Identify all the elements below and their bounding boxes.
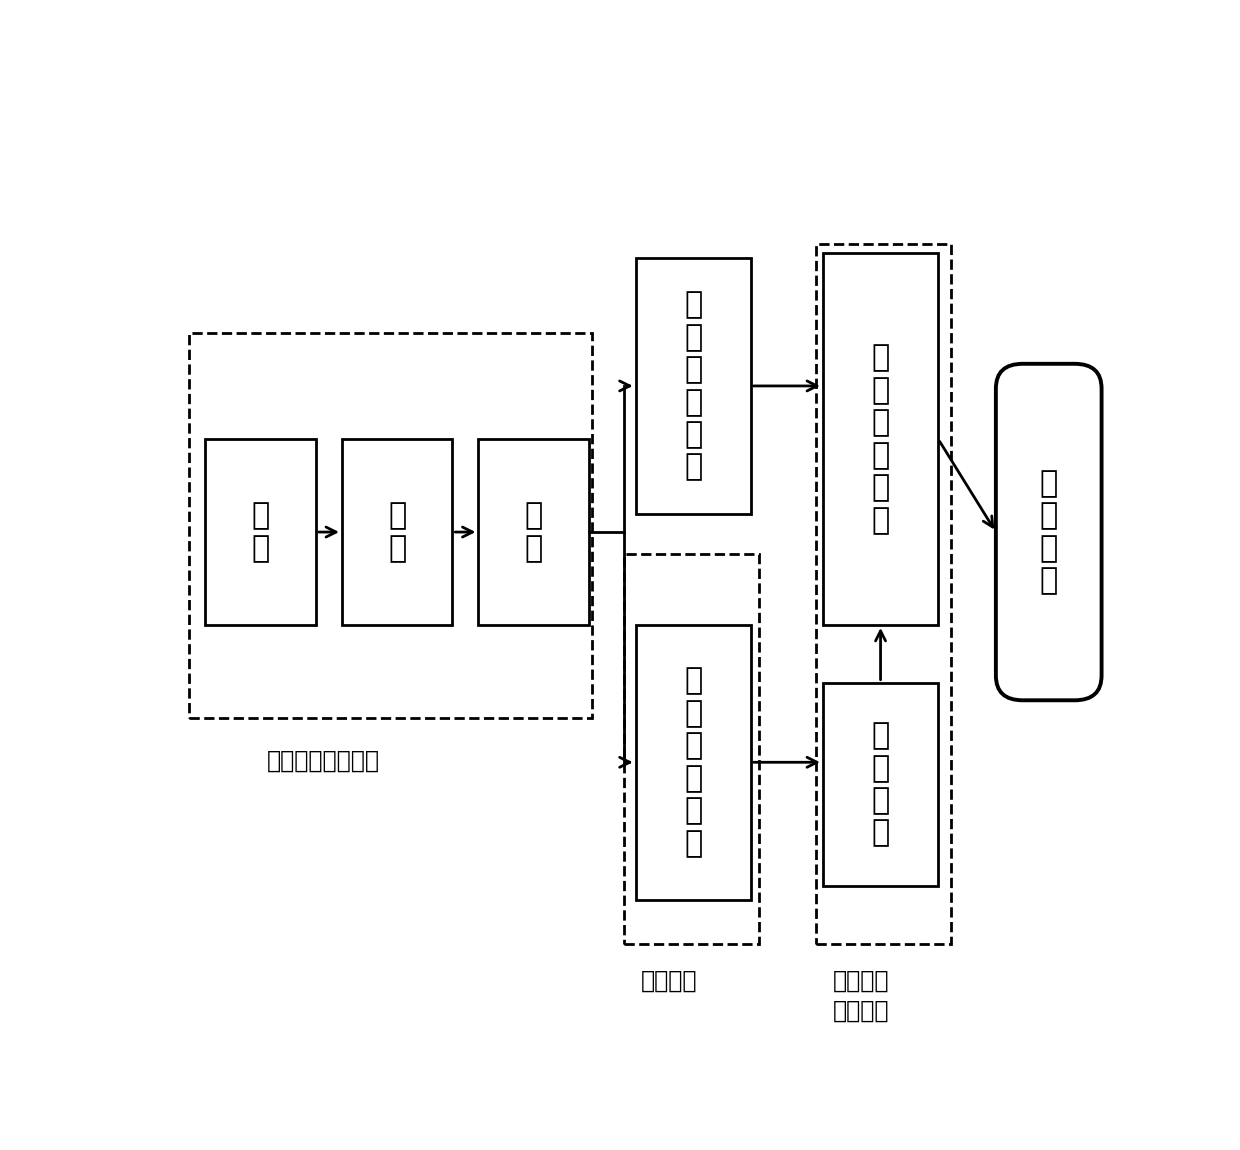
Bar xyxy=(823,253,939,626)
Bar xyxy=(816,244,951,944)
Bar xyxy=(635,258,750,514)
Bar xyxy=(206,439,316,626)
Text: 实
时
分
析
监
测: 实 时 分 析 监 测 xyxy=(872,344,889,535)
Bar xyxy=(342,439,453,626)
Text: 实
时
运
行
数
据: 实 时 运 行 数 据 xyxy=(684,290,702,482)
Bar xyxy=(188,332,593,718)
Bar xyxy=(624,554,759,944)
Bar xyxy=(635,626,750,899)
Text: 解
析: 解 析 xyxy=(388,501,407,562)
Text: 训练模块: 训练模块 xyxy=(641,968,697,992)
Text: 采
集: 采 集 xyxy=(252,501,270,562)
Bar xyxy=(479,439,589,626)
Text: 数据采集接入模块: 数据采集接入模块 xyxy=(267,749,379,773)
Text: 训
练
历
史
数
据: 训 练 历 史 数 据 xyxy=(684,667,702,858)
Bar xyxy=(823,683,939,887)
Text: 检
测
结
果: 检 测 结 果 xyxy=(1039,469,1058,596)
Text: 接
入: 接 入 xyxy=(525,501,543,562)
Text: 实时处理
分析模块: 实时处理 分析模块 xyxy=(833,968,889,1022)
FancyBboxPatch shape xyxy=(996,363,1101,700)
Text: 监
测
规
则: 监 测 规 则 xyxy=(872,721,889,848)
